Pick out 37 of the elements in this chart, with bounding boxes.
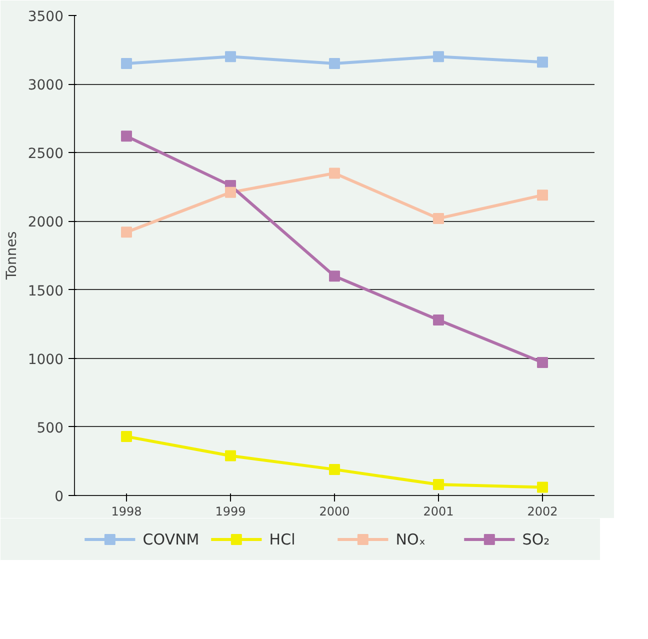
y-tick-label: 0	[54, 489, 64, 505]
x-tick-label: 2001	[423, 504, 454, 518]
x-tick-label: 2002	[527, 504, 558, 518]
y-tick-label: 2000	[28, 214, 64, 231]
y-tick-label: 500	[36, 420, 64, 436]
y-tick-label: 2500	[28, 146, 64, 162]
point	[225, 186, 236, 198]
point	[433, 212, 444, 224]
y-tick-label: 1000	[28, 352, 64, 368]
point	[433, 314, 444, 326]
point	[433, 479, 444, 490]
point	[329, 464, 340, 475]
point	[537, 190, 548, 201]
point	[121, 58, 132, 69]
point	[121, 130, 132, 142]
legend-label: SO₂	[522, 530, 550, 548]
y-axis-title: Tonnes	[4, 231, 20, 281]
x-tick-label: 1999	[215, 504, 246, 518]
point	[121, 431, 132, 442]
point	[433, 51, 444, 62]
point	[225, 51, 236, 62]
point	[537, 356, 548, 368]
x-tick-label: 1998	[111, 504, 142, 518]
point	[329, 270, 340, 282]
y-tick-label: 3500	[28, 9, 64, 25]
x-tick-label: 2000	[319, 504, 350, 518]
point	[537, 482, 548, 493]
point	[329, 168, 340, 179]
y-tick-label: 1500	[28, 283, 64, 300]
point	[329, 58, 340, 69]
point	[121, 226, 132, 238]
point	[225, 450, 236, 462]
legend-label: NOₓ	[396, 530, 426, 548]
y-tick-label: 3000	[28, 78, 64, 94]
legend-label: HCl	[269, 530, 296, 548]
legend-label: COVNM	[142, 530, 200, 548]
point	[537, 56, 548, 68]
